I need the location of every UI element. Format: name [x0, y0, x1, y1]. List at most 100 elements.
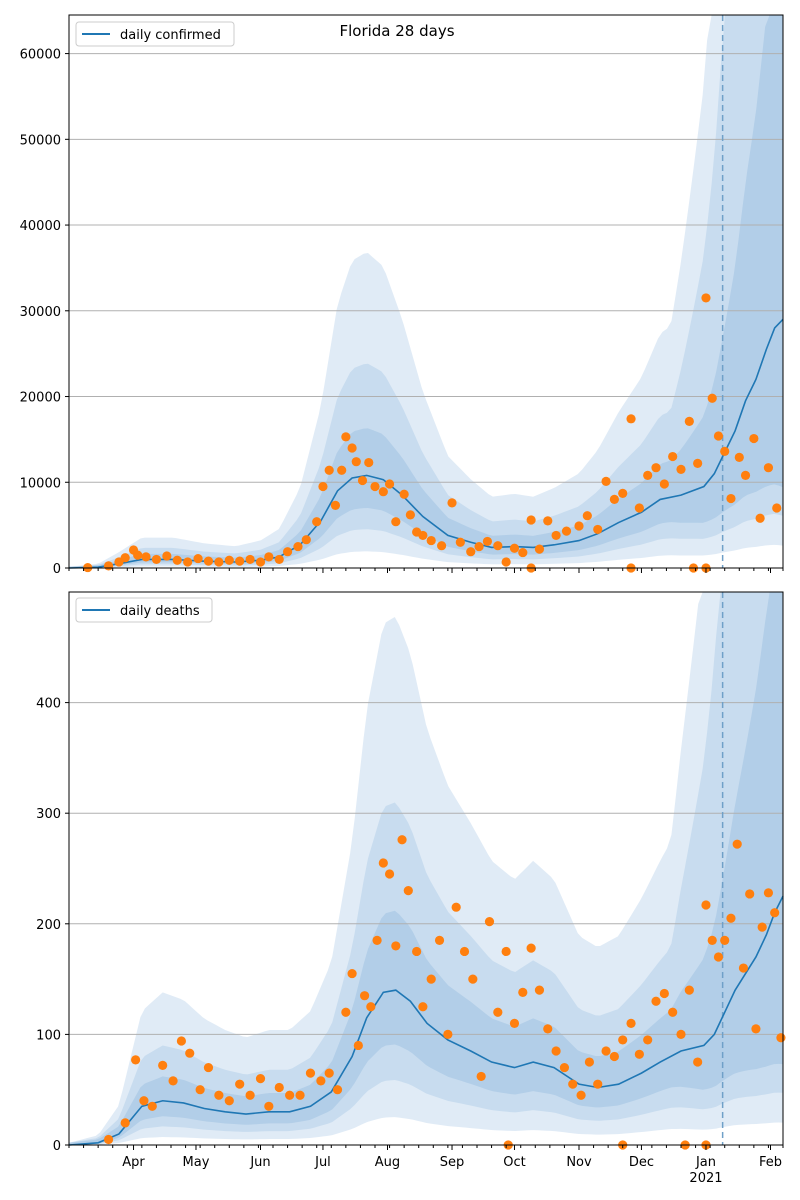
data-point [147, 1101, 157, 1111]
data-point [295, 1090, 305, 1100]
data-point [176, 1036, 187, 1046]
data-point [740, 470, 751, 481]
data-point [526, 943, 536, 953]
data-point [543, 1024, 553, 1034]
data-point [713, 431, 724, 441]
y-tick-label: 60000 [20, 48, 61, 63]
data-point [707, 393, 717, 403]
data-point [582, 511, 592, 521]
data-point [668, 1007, 678, 1017]
data-point [403, 886, 413, 896]
data-point [285, 1090, 295, 1100]
data-point [484, 916, 495, 927]
data-point [364, 457, 374, 468]
deaths-points [103, 835, 786, 1150]
data-point [120, 1118, 130, 1128]
data-point [509, 543, 520, 553]
y-tick-label: 400 [36, 697, 61, 712]
data-point [751, 1024, 761, 1034]
confirmed-panel: 0 10000 20000 30000 40000 50000 60000 Florida … [20, 14, 784, 577]
x-tick-label: May [183, 1155, 210, 1170]
data-point [693, 1057, 703, 1067]
data-point [493, 1007, 503, 1017]
data-point [103, 1134, 114, 1145]
data-point [518, 547, 528, 558]
data-point [659, 479, 669, 489]
data-point [738, 963, 749, 973]
data-point [384, 479, 395, 489]
data-point [634, 1049, 644, 1059]
data-point [139, 1096, 149, 1106]
data-point [391, 941, 401, 951]
data-point [474, 541, 484, 552]
deaths-uncertainty-bands [69, 592, 783, 1145]
data-point [634, 503, 644, 513]
data-point [584, 1057, 595, 1067]
data-point [447, 498, 457, 508]
data-point [626, 1018, 636, 1028]
data-point [293, 541, 303, 552]
data-point [466, 547, 476, 557]
data-point [713, 952, 724, 962]
data-point [568, 1079, 578, 1089]
x-tick-label: Apr [122, 1155, 145, 1170]
y-tick-label: 50000 [20, 133, 61, 148]
data-point [103, 561, 114, 571]
deaths-y-ticks: 0 100 200 300 400 [36, 697, 69, 1154]
data-point [203, 556, 214, 566]
uncertainty-band-1 [69, 592, 783, 1145]
y-tick-label: 100 [36, 1028, 61, 1043]
data-point [749, 433, 759, 444]
data-point [274, 554, 284, 565]
data-point [214, 557, 224, 567]
data-point [347, 443, 357, 453]
data-point [399, 489, 409, 499]
data-point [255, 1074, 266, 1084]
data-point [224, 1096, 234, 1106]
data-point [255, 557, 266, 567]
legend-label: daily deaths [120, 604, 200, 619]
x-tick-label: Aug [375, 1155, 400, 1170]
data-point [141, 552, 151, 562]
data-point [668, 451, 678, 462]
data-point [347, 968, 357, 979]
data-point [378, 858, 388, 868]
data-point [776, 1033, 786, 1043]
data-point [426, 974, 436, 984]
data-point [337, 465, 347, 475]
data-point [720, 446, 730, 456]
data-point [609, 494, 619, 505]
data-point [763, 888, 774, 898]
confirmed-uncertainty-bands [69, 15, 783, 568]
data-point [501, 557, 511, 567]
data-point [384, 869, 395, 879]
data-point [264, 552, 274, 562]
data-point [643, 1035, 653, 1045]
x-tick-label: Oct [503, 1155, 525, 1170]
confirmed-points [83, 293, 782, 573]
confirmed-legend: daily confirmed [75, 21, 235, 47]
data-point [168, 1076, 178, 1086]
y-tick-label: 10000 [20, 476, 61, 491]
data-point [643, 470, 653, 481]
data-point [482, 536, 493, 547]
data-point [332, 1085, 343, 1095]
legend-label: daily confirmed [120, 28, 221, 43]
data-point [443, 1029, 453, 1039]
data-point [316, 1076, 326, 1086]
data-point [651, 996, 661, 1006]
data-point [593, 1079, 603, 1089]
confirmed-y-ticks: 0 10000 20000 30000 40000 50000 60000 [20, 48, 69, 577]
data-point [353, 1040, 363, 1051]
data-point [745, 889, 755, 899]
data-point [418, 530, 428, 541]
data-point [162, 551, 172, 561]
data-point [405, 510, 415, 520]
y-tick-label: 0 [53, 562, 61, 577]
data-point [131, 1055, 141, 1065]
chart-title: Florida 28 days [339, 22, 454, 40]
data-point [543, 516, 553, 526]
data-point [274, 1082, 284, 1093]
data-point [576, 1090, 586, 1100]
deaths-x-ticks: Apr May Jun Jul Aug Sep Oct Nov Dec Jan Feb 2021 [68, 1145, 784, 1186]
